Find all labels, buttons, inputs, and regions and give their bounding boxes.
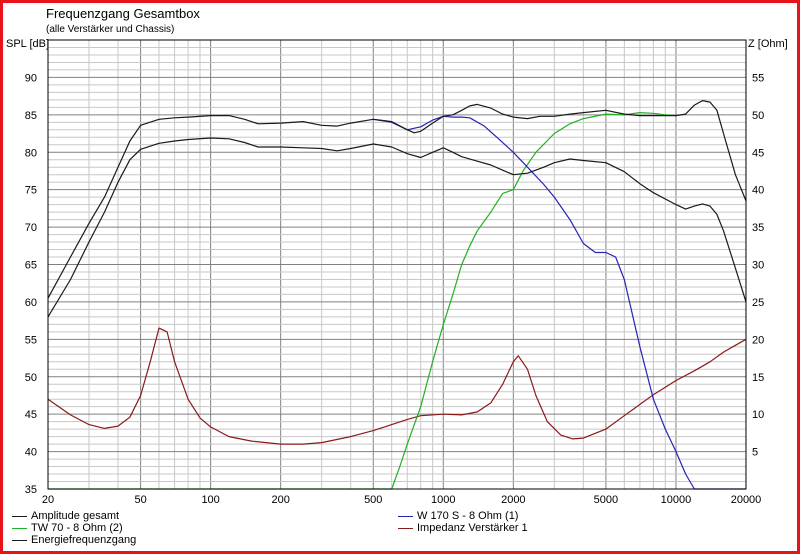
legend-swatch — [398, 527, 413, 529]
x-tick-label: 2000 — [501, 494, 525, 506]
x-tick-label: 200 — [271, 494, 289, 506]
series-line-tw-70-8-ohm-2 — [48, 111, 677, 490]
y-tick-label-right: 45 — [752, 147, 764, 159]
legend-label: Energiefrequenzgang — [31, 534, 137, 546]
legend-item-amplitude-gesamt: Amplitude gesamt — [12, 510, 119, 522]
x-tick-label: 20000 — [731, 494, 762, 506]
y-axis-label-left: SPL [dB] — [6, 38, 50, 50]
y-tick-label-right: 10 — [752, 409, 764, 421]
y-tick-label-left: 70 — [25, 222, 37, 234]
x-tick-label: 100 — [201, 494, 219, 506]
y-tick-label-right: 40 — [752, 185, 764, 197]
y-tick-label-left: 45 — [25, 409, 37, 421]
chart-subtitle: (alle Verstärker und Chassis) — [46, 24, 175, 35]
grid — [47, 39, 747, 490]
y-axis-label-right: Z [Ohm] — [748, 38, 788, 50]
series-line-amplitude-gesamt — [47, 137, 747, 318]
y-tick-label-left: 75 — [25, 185, 37, 197]
legend-swatch — [12, 539, 27, 541]
x-tick-label: 20 — [42, 494, 54, 506]
y-tick-label-right: 35 — [752, 222, 764, 234]
series-line-w-170-s-8-ohm-1 — [373, 115, 746, 490]
tick-labels: 20 50 100 200 500 1000 2000 5000 10000 20000 35 40 4… — [25, 72, 765, 506]
x-tick-label: 1000 — [431, 494, 455, 506]
y-tick-label-left: 90 — [25, 72, 37, 84]
legend-label: Impedanz Verstärker 1 — [417, 522, 528, 534]
y-tick-label-left: 50 — [25, 372, 37, 384]
legend-swatch — [12, 527, 27, 529]
y-tick-label-left: 85 — [25, 110, 37, 122]
x-tick-label: 500 — [364, 494, 382, 506]
y-tick-label-left: 65 — [25, 260, 37, 272]
legend-item-energiefrequenzgang: Energiefrequenzgang — [12, 534, 136, 546]
series-line-energiefrequenzgang — [47, 99, 747, 299]
y-tick-label-right: 5 — [752, 447, 758, 459]
y-tick-label-right: 15 — [752, 372, 764, 384]
y-tick-label-right: 20 — [752, 334, 764, 346]
y-tick-label-left: 35 — [25, 484, 37, 496]
x-tick-label: 5000 — [594, 494, 618, 506]
y-tick-label-right: 25 — [752, 297, 764, 309]
legend-swatch — [12, 515, 27, 517]
y-tick-label-right: 30 — [752, 260, 764, 272]
legend-item-w-170-s-8-ohm-1: W 170 S - 8 Ohm (1) — [398, 510, 518, 522]
y-tick-label-left: 60 — [25, 297, 37, 309]
series-line-impedanz-verst-rker-1 — [47, 327, 747, 445]
y-tick-label-right: 55 — [752, 72, 764, 84]
x-tick-label: 50 — [134, 494, 146, 506]
legend-item-impedanz-verst-rker-1: Impedanz Verstärker 1 — [398, 522, 528, 534]
chart-title: Frequenzgang Gesamtbox — [46, 6, 200, 21]
y-tick-label-right: 50 — [752, 110, 764, 122]
y-tick-label-left: 40 — [25, 447, 37, 459]
series-lines — [47, 99, 747, 490]
plot-area — [47, 39, 747, 490]
legend-swatch — [398, 515, 413, 517]
legend-label: Amplitude gesamt — [31, 510, 120, 522]
x-tick-label: 10000 — [661, 494, 692, 506]
legend-label: TW 70 - 8 Ohm (2) — [31, 522, 123, 534]
legend-item-tw-70-8-ohm-2: TW 70 - 8 Ohm (2) — [12, 522, 123, 534]
legend-label: W 170 S - 8 Ohm (1) — [417, 510, 519, 522]
y-tick-label-left: 80 — [25, 147, 37, 159]
y-tick-label-left: 55 — [25, 334, 37, 346]
